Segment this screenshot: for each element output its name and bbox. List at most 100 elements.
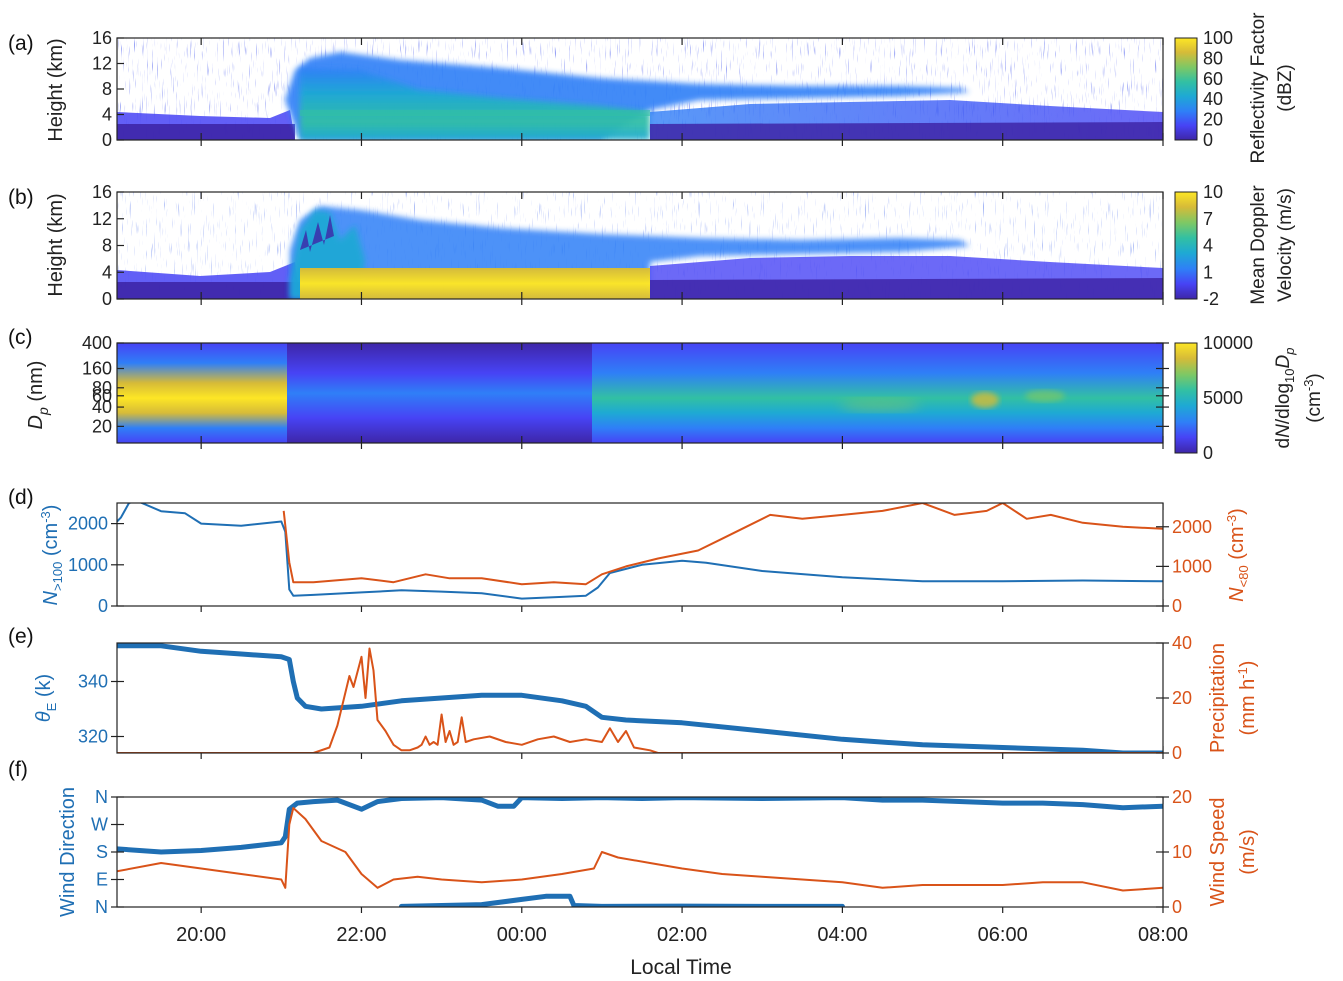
panel-f-series-1 [399, 893, 845, 907]
x-tick-label: 08:00 [1138, 924, 1188, 946]
colorbar-a: Reflectivity Factor (dBZ) [1174, 12, 1296, 164]
x-tick-label: 20:00 [176, 924, 226, 946]
colorbar-a-tick-label: 20 [1203, 110, 1223, 130]
panel-f-ytick-label-left: W [91, 815, 108, 835]
colorbar-c-tick-label: 5000 [1203, 388, 1243, 408]
panel-a-trailing-cloud-base [650, 122, 1163, 140]
panel-e-plot-area [117, 643, 1163, 753]
panel-e-ytick-label-right: 0 [1172, 743, 1182, 763]
panel-c-ytick-label: 160 [82, 358, 112, 378]
panel-label-c: (c) [8, 326, 33, 349]
dynamic-layer: 20:00 22:00 00:00 02:00 04:00 06:00 08:0004812… [68, 28, 1253, 946]
panel-f-ytick-label-left: N [95, 897, 108, 917]
x-axis-label: Local Time [630, 956, 732, 979]
panel-f-ytick-label-right: 10 [1172, 842, 1192, 862]
ylabel-b: Height (km) [45, 193, 67, 296]
panel-a-low-cloud-left-base [117, 124, 295, 140]
colorbar-b-tick-label: 7 [1203, 209, 1213, 229]
ylabel-d-right: N<80 (cm-3) [1224, 508, 1251, 602]
panel-f-ytick-label-left: E [96, 870, 108, 890]
panel-d-ytick-label-right: 0 [1172, 596, 1182, 616]
panel-e-ytick-label-right: 40 [1172, 633, 1192, 653]
x-tick-label: 00:00 [497, 924, 547, 946]
colorbar-a-label-1: Reflectivity Factor [1248, 12, 1269, 164]
panel-d-ytick-label-left: 2000 [68, 514, 108, 534]
panel-c-ytick-label: 80 [92, 378, 112, 398]
panel-label-e: (e) [8, 625, 34, 648]
colorbar-c-tick-label: 10000 [1203, 333, 1253, 353]
ylabel-e-left: θE (k) [33, 674, 59, 722]
panel-e-ytick-label-right: 20 [1172, 688, 1192, 708]
colorbar-c: dN/dlog10Dp (cm-3) [1174, 342, 1325, 454]
panel-e-ytick-label-left: 340 [78, 672, 108, 692]
colorbar-a-tick-label: 80 [1203, 48, 1223, 68]
ylabel-c: Dp (nm) [25, 361, 51, 430]
colorbar-a-tick-label: 60 [1203, 69, 1223, 89]
panel-a-bright-band [300, 110, 650, 116]
panel-a-ytick-label-left: 8 [102, 79, 112, 99]
panel-d-ytick-label-left: 0 [98, 596, 108, 616]
x-tick-label: 22:00 [336, 924, 386, 946]
x-tick-label: 06:00 [978, 924, 1028, 946]
panel-a [116, 37, 1164, 141]
ylabel-f-right-2: (m/s) [1237, 829, 1259, 875]
panel-f-background [117, 797, 1163, 907]
panel-label-a: (a) [8, 32, 34, 55]
colorbar-c-label-2: (cm-3) [1301, 373, 1325, 423]
panel-f-series-2 [117, 807, 1163, 892]
colorbar-c-bar [1174, 342, 1198, 454]
ylabel-f-right-1: Wind Speed [1207, 798, 1229, 907]
panel-b-dark-streaks [300, 215, 334, 252]
panel-f-plot-area [117, 797, 1163, 907]
panel-c-frame [116, 342, 1164, 444]
panel-e-series-1 [117, 647, 1163, 753]
panel-a-heatmap [117, 38, 1163, 140]
panel-e-series-0 [117, 643, 1163, 753]
panel-a-ytick-label-left: 16 [92, 28, 112, 48]
colorbar-b-tick-label: 1 [1203, 262, 1213, 282]
colorbar-c-tick-label: 0 [1203, 443, 1213, 463]
panel-c-peak-1 [971, 392, 999, 408]
panel-label-d: (d) [8, 486, 34, 509]
panel-b-ytick-label-left: 16 [92, 182, 112, 202]
panel-f-ytick-label-left: S [96, 842, 108, 862]
panel-f-ytick-label-right: 20 [1172, 787, 1192, 807]
panel-b-trailing-cloud-base [650, 278, 1163, 299]
x-tick-label: 02:00 [657, 924, 707, 946]
panel-a-ytick-label-left: 12 [92, 54, 112, 74]
colorbar-a-tick-label: 40 [1203, 89, 1223, 109]
panel-b-ytick-label-left: 4 [102, 262, 112, 282]
panel-b-low-cloud-left-base [117, 282, 300, 299]
panel-c-ytick-label: 400 [82, 333, 112, 353]
colorbar-b-tick-label: 4 [1203, 236, 1213, 256]
panel-c-peak-3 [840, 398, 920, 412]
panel-b [116, 191, 1164, 300]
panel-label-f: (f) [8, 758, 28, 781]
colorbar-b-label-2: Velocity (m/s) [1275, 188, 1296, 302]
panel-f-series-0 [117, 797, 1163, 855]
panel-f-ytick-label-right: 0 [1172, 897, 1182, 917]
panel-b-heatmap [117, 192, 1163, 299]
panel-c-ytick-label: 20 [92, 416, 112, 436]
panel-d-plot-area [117, 503, 1163, 600]
panel-d-frame [116, 502, 1164, 607]
colorbar-b-bar [1174, 191, 1198, 300]
colorbar-b-label-1: Mean Doppler [1248, 185, 1269, 305]
colorbar-b-tick-label: 10 [1203, 182, 1223, 202]
panel-d-ytick-label-right: 2000 [1172, 517, 1212, 537]
panel-c-ytick-label: 40 [92, 397, 112, 417]
colorbar-b-tick-label: -2 [1203, 289, 1219, 309]
panel-d-series-0 [117, 503, 1163, 600]
panel-c-ytick-label: 60 [92, 386, 112, 406]
colorbar-c-label-1: dN/dlog10Dp [1273, 348, 1297, 449]
panel-b-ytick-label-left: 12 [92, 209, 112, 229]
panel-a-ytick-label-left: 0 [102, 130, 112, 150]
panel-e-ytick-label-left: 320 [78, 727, 108, 747]
ylabel-e-right-2: (mm h-1) [1235, 661, 1259, 736]
colorbar-a-bar [1174, 37, 1198, 141]
ylabel-e-right-1: Precipitation [1207, 643, 1229, 753]
panel-e-background [117, 643, 1163, 753]
panel-d-series-1 [282, 503, 1163, 586]
panel-c-heatmap [117, 343, 1163, 443]
